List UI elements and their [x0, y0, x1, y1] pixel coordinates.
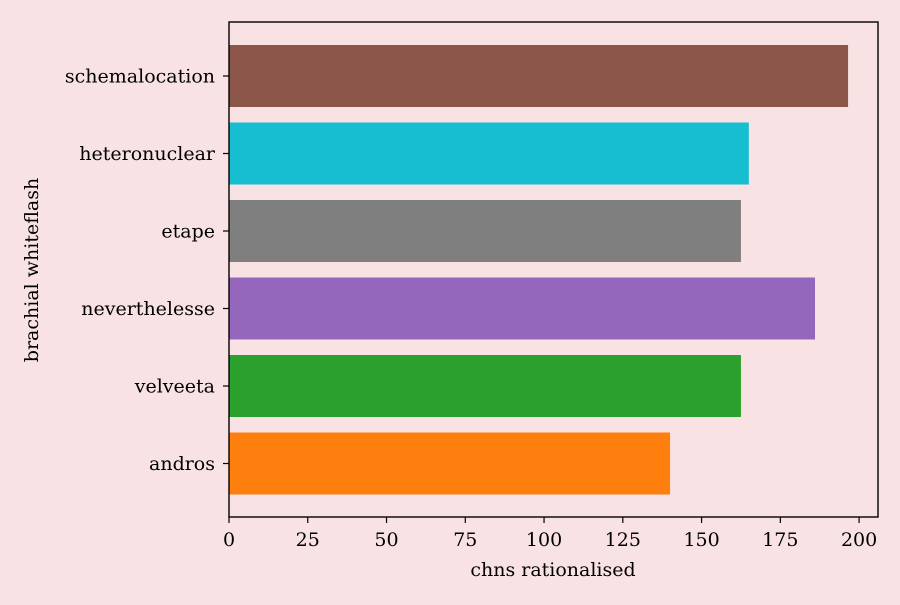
x-tick-label-150: 150 — [683, 529, 719, 551]
x-tick-label-75: 75 — [453, 529, 477, 551]
bar-neverthelesse — [229, 277, 815, 340]
bar-etape — [229, 200, 741, 262]
y-tick-label-velveeta: velveeta — [134, 376, 215, 398]
x-tick-label-200: 200 — [841, 529, 877, 551]
y-tick-label-schemalocation: schemalocation — [65, 66, 215, 88]
plot-frame — [228, 21, 879, 518]
x-axis-label: chns rationalised — [470, 559, 635, 581]
bar-schemalocation — [229, 45, 849, 107]
x-tick-label-100: 100 — [526, 529, 562, 551]
axes-layer: andros velveeta neverthelesse etape heteronu… — [65, 21, 879, 551]
bar-andros — [229, 432, 671, 495]
x-tick-label-25: 25 — [296, 529, 320, 551]
y-tick-label-andros: andros — [149, 453, 215, 475]
bar-velveeta — [229, 355, 741, 417]
y-tick-label-etape: etape — [161, 221, 215, 243]
bar-heteronuclear — [229, 122, 749, 185]
x-tick-label-175: 175 — [762, 529, 798, 551]
bars-layer — [229, 45, 849, 495]
y-tick-label-neverthelesse: neverthelesse — [81, 298, 215, 320]
y-tick-label-heteronuclear: heteronuclear — [79, 143, 216, 165]
x-tick-label-125: 125 — [605, 529, 641, 551]
x-tick-label-50: 50 — [374, 529, 398, 551]
y-axis-label: brachial whiteflash — [21, 178, 43, 362]
x-tick-label-0: 0 — [223, 529, 235, 551]
